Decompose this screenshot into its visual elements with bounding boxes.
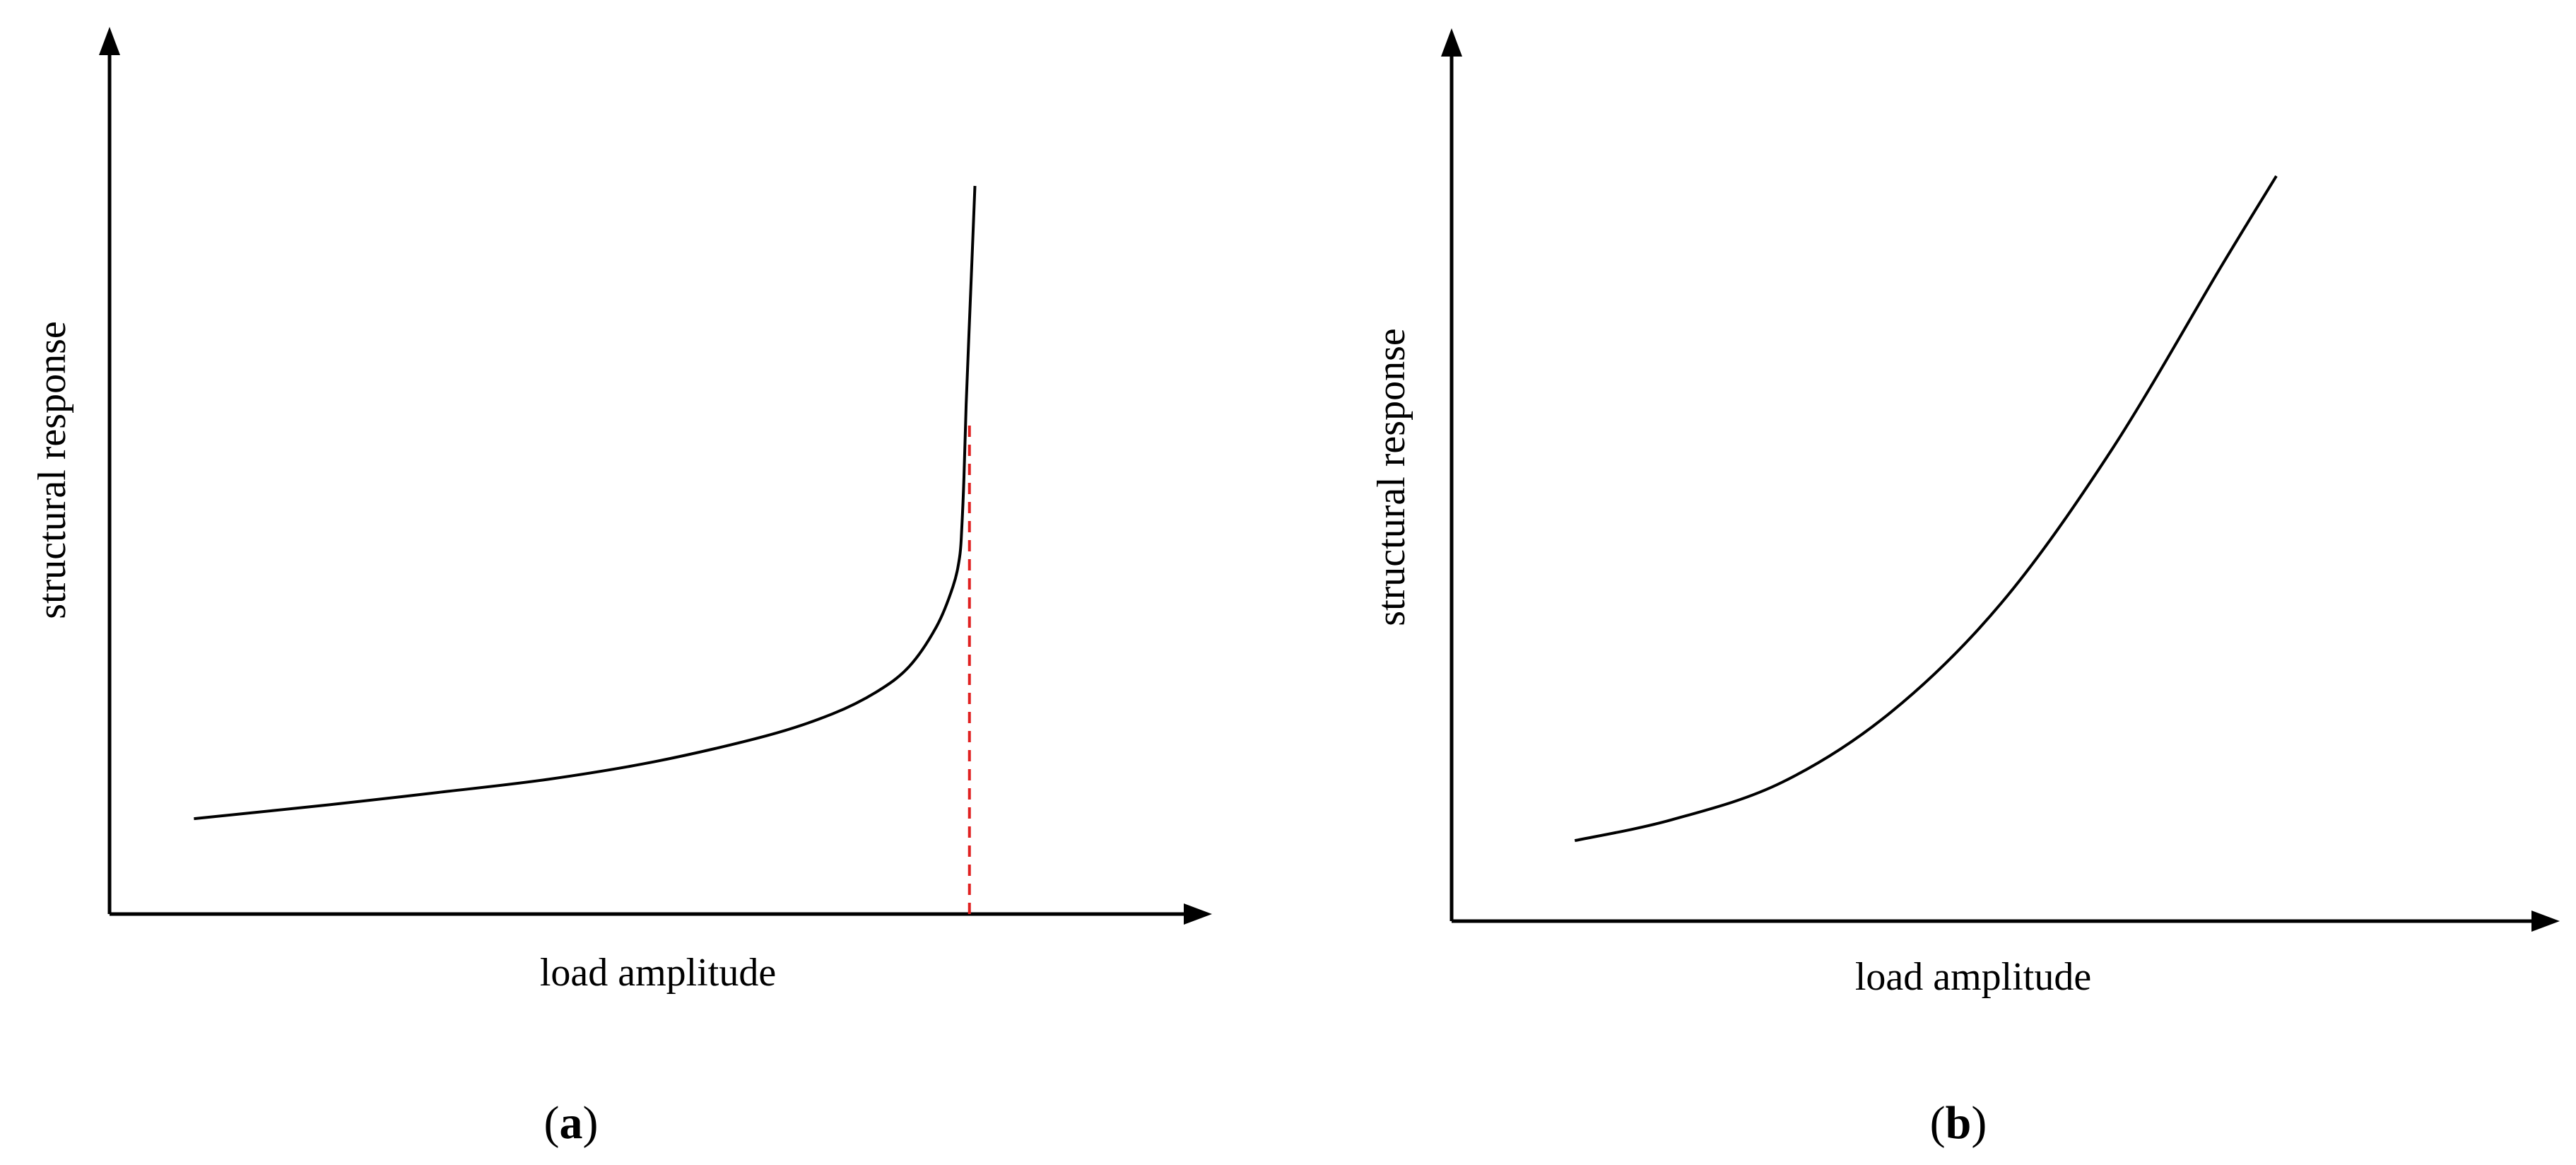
x-axis-label-b: load amplitude bbox=[1855, 955, 2091, 999]
panel-label-b: (b) bbox=[1930, 1097, 1987, 1149]
panel-label-a: (a) bbox=[544, 1097, 599, 1149]
panel-label-b-letter: b bbox=[1946, 1097, 1972, 1149]
y-axis-label-b: structural response bbox=[1370, 328, 1413, 626]
response-curve-b bbox=[1574, 175, 2278, 843]
panel-label-a-close: ) bbox=[583, 1097, 599, 1149]
panel-label-a-open: ( bbox=[544, 1097, 560, 1149]
x-axis-label-a: load amplitude bbox=[540, 951, 776, 995]
x-axis-arrow-a bbox=[1184, 903, 1212, 925]
panel-label-b-open: ( bbox=[1930, 1097, 1946, 1149]
response-curve-a bbox=[194, 185, 977, 821]
x-axis-arrow-b bbox=[2531, 911, 2560, 932]
y-axis-arrow-a bbox=[99, 27, 120, 55]
y-axis-arrow-b bbox=[1441, 28, 1462, 57]
panel-b: structural response load amplitude (b) bbox=[1370, 28, 2560, 1149]
y-axis-label-a: structural response bbox=[30, 321, 74, 619]
panel-a: structural response load amplitude (a) bbox=[30, 27, 1212, 1149]
panel-label-b-close: ) bbox=[1971, 1097, 1987, 1149]
panel-label-a-letter: a bbox=[560, 1097, 583, 1149]
